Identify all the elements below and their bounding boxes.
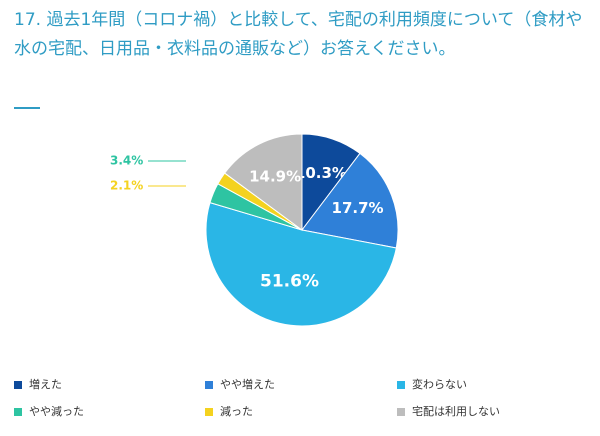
legend-label: 増えた [29, 378, 62, 391]
legend-swatch [397, 381, 405, 389]
data-label: 51.6% [260, 271, 319, 291]
data-label: 14.9% [249, 167, 301, 185]
legend-label: 変わらない [412, 377, 467, 391]
legend-swatch [14, 408, 22, 416]
legend-swatch [14, 381, 22, 389]
legend-swatch [397, 408, 405, 416]
legend-swatch [205, 408, 213, 416]
legend-label: 宅配は利用しない [412, 404, 500, 418]
data-label: 10.3% [295, 164, 347, 182]
data-label: 17.7% [332, 199, 384, 217]
title-rule [14, 107, 40, 109]
legend-swatch [205, 381, 213, 389]
legend-label: 減った [220, 404, 253, 418]
legend-label: やや減った [29, 404, 84, 418]
data-label: 3.4% [110, 154, 143, 168]
pie-slice [223, 133, 303, 231]
pie-slice [301, 152, 399, 249]
pie-slice [205, 202, 397, 327]
data-label: 2.1% [110, 179, 143, 193]
legend-label: やや増えた [220, 378, 275, 391]
chart-title: 17. 過去1年間（コロナ禍）と比較して、宅配の利用頻度について（食材や水の宅配… [14, 10, 583, 59]
